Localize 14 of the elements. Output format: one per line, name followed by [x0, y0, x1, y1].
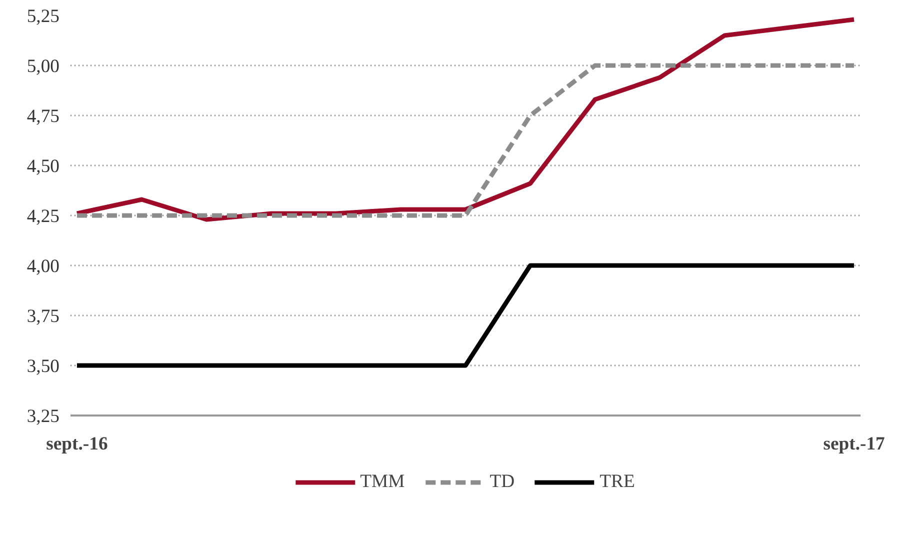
y-tick-label: 4,50	[26, 156, 60, 177]
x-tick-label: sept.-17	[823, 434, 885, 454]
y-tick-label: 4,75	[26, 106, 60, 127]
x-tick-label: sept.-16	[46, 434, 108, 454]
y-tick-label: 5,00	[26, 56, 60, 77]
y-tick-label: 3,25	[26, 406, 60, 427]
y-tick-label: 5,25	[26, 6, 60, 27]
y-tick-label: 4,00	[26, 256, 60, 277]
y-tick-label: 4,25	[26, 206, 60, 227]
y-tick-label: 3,50	[26, 356, 60, 377]
legend-label: TD	[490, 471, 515, 493]
y-tick-label: 3,75	[26, 306, 60, 327]
legend-label: TRE	[600, 471, 635, 493]
legend-label: TMM	[360, 471, 405, 493]
